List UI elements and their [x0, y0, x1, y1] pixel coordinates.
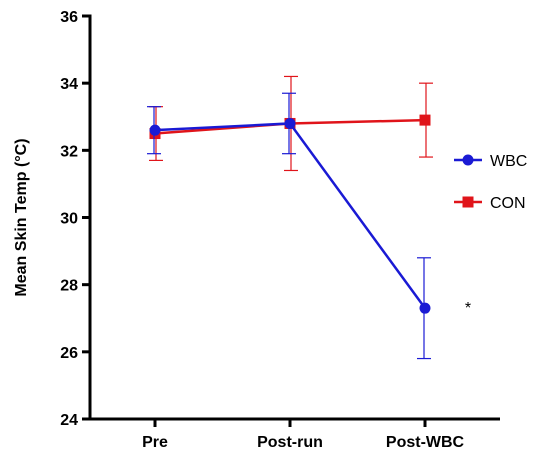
legend-marker: [462, 196, 474, 208]
x-tick-label: Post-run: [257, 434, 323, 451]
y-tick-label: 36: [60, 9, 78, 26]
legend: WBC CON: [454, 153, 527, 212]
legend-label: CON: [490, 195, 526, 212]
series-layer: [147, 75, 433, 360]
series-wbc: [147, 92, 431, 360]
x-tick-label: Pre: [142, 434, 168, 451]
legend-item-con: CON: [454, 195, 526, 212]
data-point: [419, 114, 431, 126]
significance-marker: *: [465, 300, 471, 317]
annotations: *: [465, 300, 471, 317]
y-tick-label: 24: [60, 412, 78, 429]
y-tick-label: 30: [60, 211, 78, 228]
series-line: [154, 122, 427, 309]
data-point: [149, 124, 161, 136]
y-tick-label: 28: [60, 278, 78, 295]
y-tick-label: 34: [60, 76, 78, 93]
y-axis-title: Mean Skin Temp (°C): [13, 138, 30, 296]
legend-label: WBC: [490, 153, 527, 170]
y-tick-label: 32: [60, 143, 78, 160]
x-tick-label: Post-WBC: [386, 434, 465, 451]
legend-marker: [462, 154, 474, 166]
axes: 24 26 28 30 32 34 36 Pre Post-run Post-WBC Mean Sk…: [13, 9, 500, 451]
data-point: [419, 302, 431, 314]
legend-item-wbc: WBC: [454, 153, 527, 170]
y-tick-label: 26: [60, 345, 78, 362]
data-point: [284, 117, 296, 129]
